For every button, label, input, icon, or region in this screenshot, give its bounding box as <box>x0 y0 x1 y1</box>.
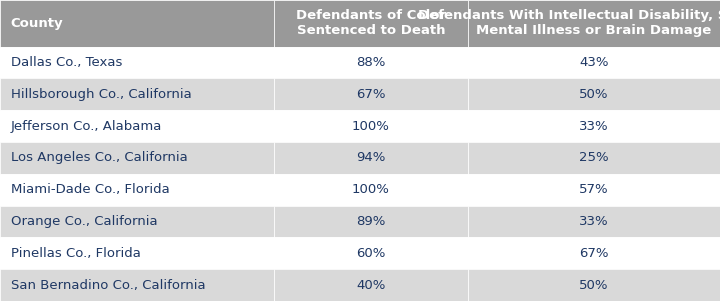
Text: 89%: 89% <box>356 215 385 228</box>
Text: Pinellas Co., Florida: Pinellas Co., Florida <box>11 247 140 260</box>
Text: Miami-Dade Co., Florida: Miami-Dade Co., Florida <box>11 183 169 196</box>
Text: Defendants of Color
Sentenced to Death: Defendants of Color Sentenced to Death <box>296 9 446 37</box>
Text: 67%: 67% <box>580 247 608 260</box>
Text: San Bernadino Co., California: San Bernadino Co., California <box>11 279 205 292</box>
Text: 50%: 50% <box>580 279 608 292</box>
Text: Defendants With Intellectual Disability, Severe
Mental Illness or Brain Damage: Defendants With Intellectual Disability,… <box>418 9 720 37</box>
Bar <box>274 110 468 142</box>
Bar <box>274 142 468 174</box>
Text: 33%: 33% <box>579 215 609 228</box>
Bar <box>0 206 274 237</box>
Text: 40%: 40% <box>356 279 385 292</box>
Bar <box>468 206 720 237</box>
Bar <box>468 79 720 110</box>
Bar <box>274 79 468 110</box>
Bar <box>0 110 274 142</box>
Bar <box>0 174 274 206</box>
Text: Dallas Co., Texas: Dallas Co., Texas <box>11 56 122 69</box>
Text: 100%: 100% <box>352 119 390 133</box>
Bar <box>0 0 274 47</box>
Bar <box>0 269 274 301</box>
Text: 94%: 94% <box>356 151 385 164</box>
Bar <box>0 47 274 79</box>
Bar <box>0 79 274 110</box>
Text: 25%: 25% <box>579 151 609 164</box>
Text: 60%: 60% <box>356 247 385 260</box>
Bar <box>468 0 720 47</box>
Bar <box>274 206 468 237</box>
Bar <box>274 174 468 206</box>
Text: 67%: 67% <box>356 88 385 101</box>
Text: 43%: 43% <box>580 56 608 69</box>
Text: 57%: 57% <box>579 183 609 196</box>
Bar <box>468 237 720 269</box>
Bar <box>468 174 720 206</box>
Text: Jefferson Co., Alabama: Jefferson Co., Alabama <box>11 119 162 133</box>
Bar <box>0 237 274 269</box>
Bar <box>274 237 468 269</box>
Bar <box>274 0 468 47</box>
Bar <box>468 142 720 174</box>
Bar <box>468 269 720 301</box>
Text: County: County <box>11 17 63 30</box>
Bar <box>274 47 468 79</box>
Bar <box>468 110 720 142</box>
Text: 88%: 88% <box>356 56 385 69</box>
Bar <box>0 142 274 174</box>
Bar <box>468 47 720 79</box>
Text: Los Angeles Co., California: Los Angeles Co., California <box>11 151 187 164</box>
Text: 100%: 100% <box>352 183 390 196</box>
Bar <box>274 269 468 301</box>
Text: Hillsborough Co., California: Hillsborough Co., California <box>11 88 192 101</box>
Text: 33%: 33% <box>579 119 609 133</box>
Text: Orange Co., California: Orange Co., California <box>11 215 158 228</box>
Text: 50%: 50% <box>580 88 608 101</box>
